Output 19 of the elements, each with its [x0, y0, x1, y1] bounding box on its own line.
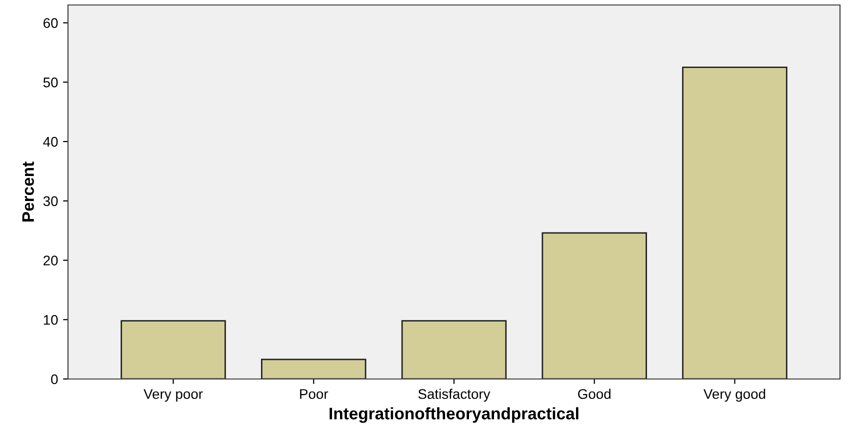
x-tick-label: Very poor	[144, 389, 203, 402]
x-tick-label: Satisfactory	[418, 388, 490, 402]
bar	[542, 232, 647, 379]
bar	[120, 320, 226, 379]
x-tick-label: Very good	[704, 388, 766, 402]
x-tick-label: Good	[578, 388, 610, 399]
x-axis-title: Integrationoftheoryandpractical	[330, 407, 578, 423]
y-tick-label: 60	[44, 18, 58, 28]
y-tick-label: 50	[43, 78, 58, 88]
bar	[682, 66, 788, 379]
y-tick-label: 20	[44, 256, 58, 266]
y-tick-label: 10	[44, 314, 58, 325]
y-tick-label: 30	[43, 196, 58, 206]
y-tick-label: 40	[43, 136, 58, 147]
y-tick-label: 0	[51, 374, 58, 384]
bar	[401, 320, 507, 379]
bar	[261, 358, 366, 379]
y-axis-title: Percent	[22, 162, 34, 222]
x-tick-label: Poor	[300, 389, 328, 399]
